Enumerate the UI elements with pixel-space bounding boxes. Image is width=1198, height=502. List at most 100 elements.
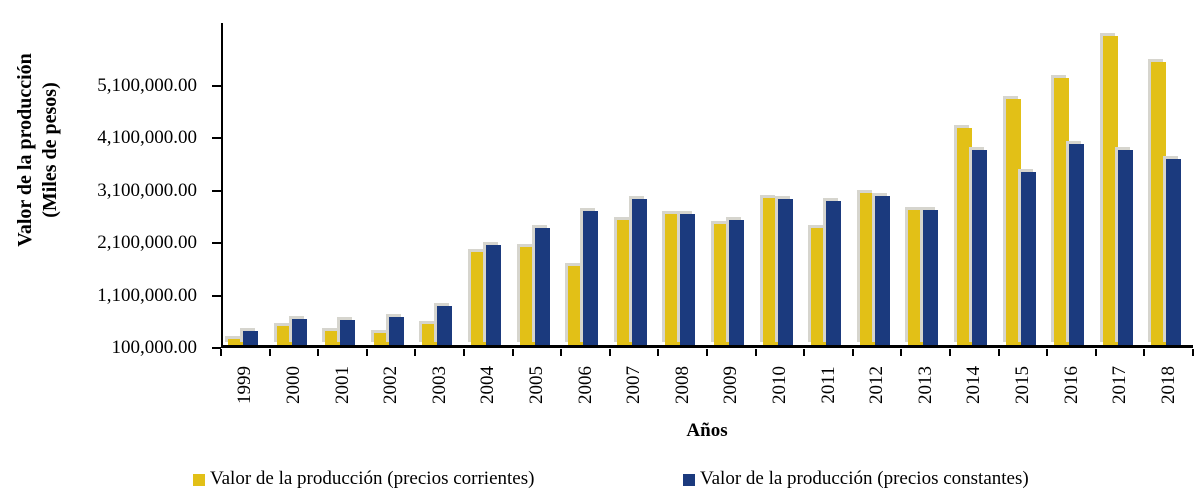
y-tick-label: 3,100,000.00 (97, 179, 197, 201)
x-axis-tick (365, 349, 368, 356)
bar-2000-constantes (291, 319, 307, 345)
bar-2017-corrientes (1102, 35, 1118, 345)
y-tick-label: 2,100,000.00 (97, 232, 197, 253)
x-axis-tick (851, 349, 854, 356)
bar-2017-constantes (1117, 150, 1133, 345)
bar-2012-corrientes (859, 192, 875, 345)
x-axis-tick (511, 349, 514, 356)
x-tick-label-2001: 2001 (331, 366, 353, 404)
bar-2014-corrientes (957, 127, 972, 345)
legend-item-constantes: Valor de la producción (precios constant… (683, 468, 1029, 490)
x-tick-label-1999: 1999 (234, 366, 256, 404)
x-tick-label-2004: 2004 (477, 366, 499, 404)
bar-2018-constantes (1166, 159, 1182, 345)
x-axis-tick (949, 349, 951, 356)
x-axis-tick (414, 349, 417, 356)
bar-2011-constantes (826, 200, 842, 345)
x-tick-label-2007: 2007 (623, 366, 645, 404)
bar-2007-corrientes (616, 220, 632, 345)
bar-2004-corrientes (471, 251, 486, 345)
x-tick-label-2002: 2002 (380, 366, 402, 404)
y-tick-label: 4,100,000.00 (97, 127, 197, 148)
bar-2002-corrientes (373, 333, 389, 345)
x-axis-tick (803, 349, 806, 356)
x-tick-label-2010: 2010 (768, 366, 790, 404)
bar-2012-constantes (874, 196, 890, 345)
x-tick-label-2005: 2005 (525, 366, 547, 404)
bar-2018-corrientes (1151, 62, 1167, 345)
bar-2003-corrientes (422, 324, 438, 345)
bar-2003-constantes (437, 305, 453, 345)
x-axis-tick (317, 349, 320, 356)
bar-2015-corrientes (1005, 98, 1021, 345)
y-axis-tick (212, 294, 221, 297)
legend-item-corrientes: Valor de la producción (precios corrient… (193, 468, 534, 490)
x-axis-tick (657, 349, 660, 356)
x-axis-tick (1094, 349, 1097, 356)
bar-2013-corrientes (908, 209, 924, 345)
bar-2006-constantes (583, 211, 599, 345)
x-tick-label-2013: 2013 (914, 366, 936, 404)
y-axis-title-line2: (Miles de pesos) (39, 82, 61, 218)
bar-2011-corrientes (811, 228, 827, 345)
legend-label-constantes: Valor de la producción (precios constant… (700, 468, 1029, 489)
bar-2015-constantes (1020, 171, 1036, 345)
x-axis-tick (706, 349, 708, 356)
x-axis-tick (900, 349, 903, 356)
y-axis-tick (212, 347, 221, 349)
x-axis-tick (220, 349, 222, 356)
x-tick-label-2016: 2016 (1060, 366, 1082, 404)
bar-2013-constantes (923, 209, 939, 345)
x-tick-label-2011: 2011 (817, 366, 839, 404)
y-axis-title-line1: Valor de la producción (14, 53, 36, 247)
x-axis-tick (268, 349, 271, 356)
x-tick-label-2006: 2006 (574, 366, 596, 404)
x-tick-label-2012: 2012 (866, 366, 888, 404)
bar-2001-constantes (340, 319, 356, 345)
bar-2009-constantes (729, 220, 744, 345)
bar-1999-constantes (243, 330, 258, 345)
bar-1999-corrientes (228, 339, 243, 345)
x-tick-label-2000: 2000 (282, 366, 304, 404)
bar-2002-constantes (388, 317, 404, 345)
x-tick-label-2003: 2003 (428, 366, 450, 404)
bar-2009-corrientes (714, 224, 729, 345)
y-axis-tick (212, 189, 221, 192)
bar-2007-constantes (631, 199, 647, 345)
x-axis-tick (463, 349, 465, 356)
bar-2010-corrientes (762, 197, 778, 345)
x-tick-label-2017: 2017 (1109, 366, 1131, 404)
bar-2005-corrientes (519, 247, 535, 345)
plot-area (221, 23, 1193, 348)
x-tick-label-2008: 2008 (671, 366, 693, 404)
x-tick-label-2009: 2009 (720, 366, 742, 404)
x-tick-label-2018: 2018 (1157, 366, 1179, 404)
x-axis-tick (560, 349, 563, 356)
x-axis-tick (1192, 349, 1194, 356)
x-axis-tick (997, 349, 1000, 356)
y-axis-tick (212, 242, 221, 244)
bar-2008-corrientes (665, 214, 681, 345)
y-axis-tick (212, 84, 221, 87)
bar-2005-constantes (534, 227, 550, 345)
bar-2016-constantes (1069, 143, 1085, 345)
bar-2008-constantes (680, 213, 696, 345)
legend-label-corrientes: Valor de la producción (precios corrient… (210, 468, 535, 489)
bar-2000-corrientes (276, 326, 292, 345)
bar-2014-constantes (972, 149, 987, 345)
x-axis-tick (1143, 349, 1146, 356)
legend-swatch-corrientes (193, 474, 205, 486)
x-axis-tick (1046, 349, 1049, 356)
y-tick-label: 1,100,000.00 (97, 284, 197, 306)
legend-swatch-constantes (683, 474, 695, 486)
bar-2016-corrientes (1054, 78, 1070, 345)
x-axis-title: Años (686, 420, 728, 441)
bar-2010-constantes (777, 198, 793, 345)
bar-2001-corrientes (325, 331, 341, 345)
bar-2006-corrientes (568, 265, 584, 345)
x-axis-tick (754, 349, 757, 356)
bar-2004-constantes (486, 245, 501, 345)
x-axis-tick (608, 349, 611, 356)
y-tick-label: 100,000.00 (111, 337, 198, 358)
